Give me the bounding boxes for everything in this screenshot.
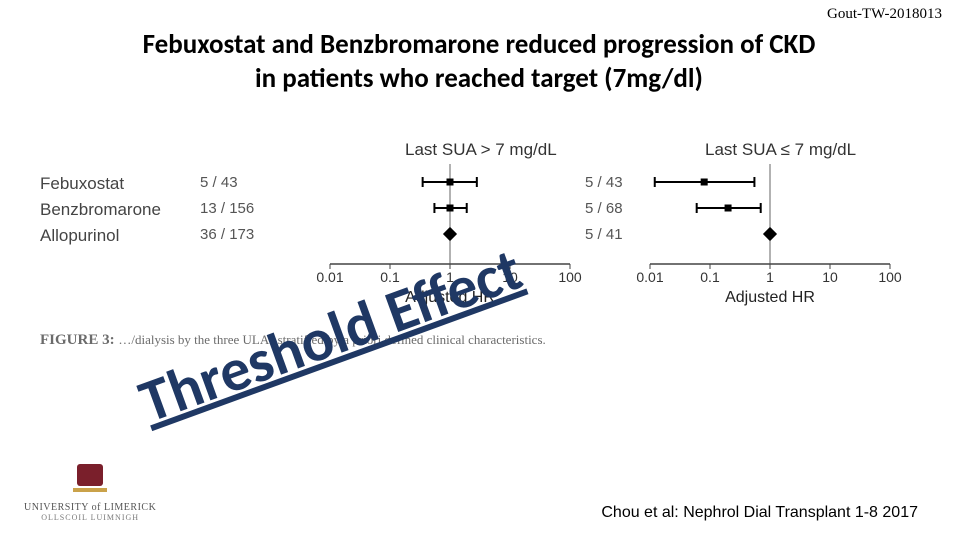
doc-code: Gout-TW-2018013 (827, 6, 942, 23)
citation: Chou et al: Nephrol Dial Transplant 1-8 … (601, 504, 918, 522)
count-2a: 36 / 173 (200, 226, 254, 243)
svg-text:10: 10 (822, 269, 838, 285)
count-1a: 13 / 156 (200, 200, 254, 217)
university-logo: UNIVERSITY of LIMERICK OLLSCOIL LUIMNIGH (24, 460, 156, 522)
title-line2: in patients who reached target (7mg/dl) (255, 62, 703, 95)
col-head-left: Last SUA > 7 mg/dL (405, 140, 557, 160)
col-head-right: Last SUA ≤ 7 mg/dL (705, 140, 856, 160)
svg-text:Adjusted HR: Adjusted HR (725, 289, 815, 306)
logo-line2: OLLSCOIL LUIMNIGH (41, 513, 139, 522)
forest-plot-right: 0.010.1110100Adjusted HR (650, 164, 890, 324)
svg-text:100: 100 (558, 269, 582, 285)
page-title: Febuxostat and Benzbromarone reduced pro… (0, 28, 958, 96)
drug-row-0: Febuxostat (40, 174, 124, 194)
count-0a: 5 / 43 (200, 174, 238, 191)
svg-text:0.01: 0.01 (316, 269, 343, 285)
logo-line1: UNIVERSITY of LIMERICK (24, 502, 156, 513)
crest-icon (55, 460, 125, 502)
svg-text:0.01: 0.01 (636, 269, 663, 285)
count-1b: 5 / 68 (585, 200, 623, 217)
title-line1: Febuxostat and Benzbromarone reduced pro… (143, 28, 816, 61)
drug-name: Febuxostat (40, 174, 124, 193)
svg-text:1: 1 (766, 269, 774, 285)
drug-row-2: Allopurinol (40, 226, 119, 246)
drug-name: Allopurinol (40, 226, 119, 245)
drug-row-1: Benzbromarone (40, 200, 161, 220)
svg-text:0.1: 0.1 (700, 269, 720, 285)
count-0b: 5 / 43 (585, 174, 623, 191)
drug-name: Benzbromarone (40, 200, 161, 219)
count-2b: 5 / 41 (585, 226, 623, 243)
figure-caption-prefix: FIGURE 3: (40, 332, 115, 348)
svg-text:100: 100 (878, 269, 902, 285)
slide-root: Gout-TW-2018013 Febuxostat and Benzbroma… (0, 0, 958, 540)
